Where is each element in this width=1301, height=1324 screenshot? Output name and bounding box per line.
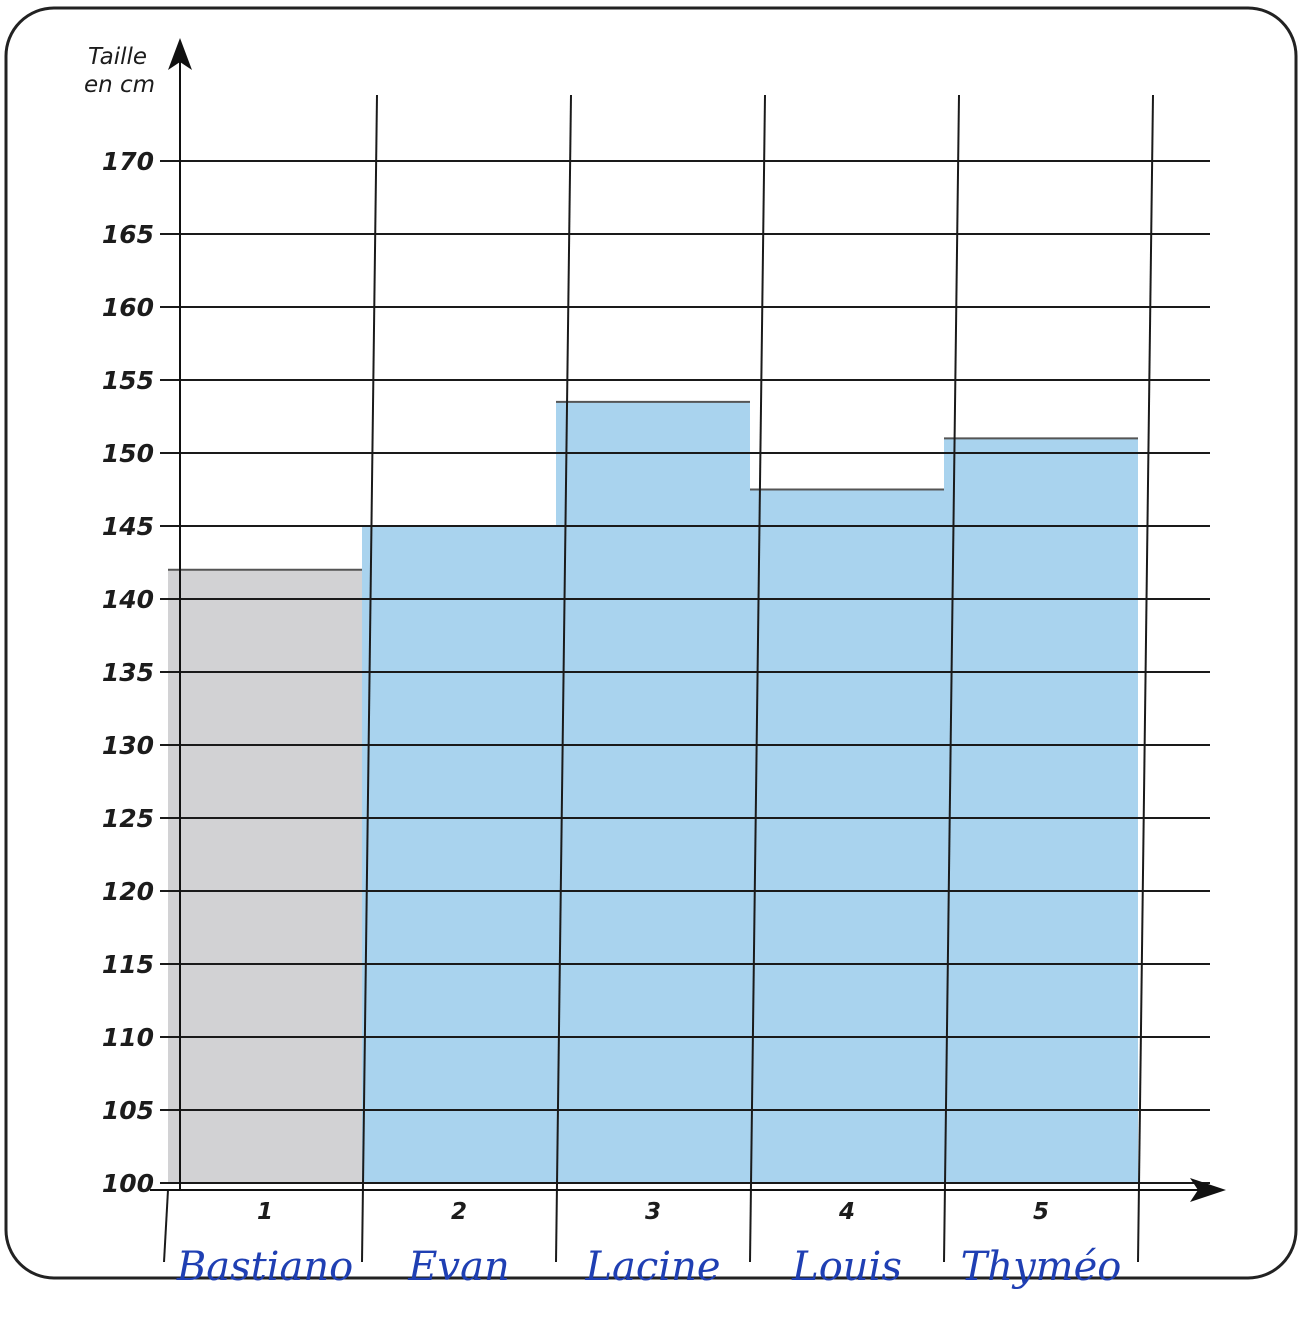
- name-label: Lacine: [584, 1244, 720, 1290]
- chart-border: [4, 6, 1298, 1280]
- x-tick-label: 3: [645, 1199, 661, 1225]
- x-tick-label: 1: [257, 1199, 273, 1225]
- x-tick-label: 4: [838, 1199, 855, 1225]
- name-label: Evan: [407, 1244, 509, 1290]
- x-tick-label: 5: [1033, 1199, 1049, 1225]
- column-line: [555, 94, 572, 1263]
- y-tick-label: 100: [102, 1169, 154, 1198]
- x-tick-label: 2: [451, 1199, 467, 1225]
- y-tick-label: 155: [102, 366, 154, 395]
- column-line: [749, 94, 766, 1263]
- y-tick-label: 165: [102, 220, 154, 249]
- column-line: [1137, 94, 1154, 1263]
- bar-3: [556, 401, 750, 1183]
- y-tick-label: 145: [102, 512, 154, 541]
- y-tick-label: 160: [102, 293, 154, 322]
- bar-4: [750, 489, 944, 1183]
- y-tick-label: 110: [102, 1023, 154, 1052]
- y-tick-label: 170: [102, 147, 154, 176]
- bar-5: [944, 438, 1138, 1183]
- name-label: Thyméo: [961, 1244, 1122, 1290]
- name-label: Bastiano: [176, 1244, 353, 1290]
- y-tick-label: 125: [102, 804, 154, 833]
- x-axis-arrow-icon: [1190, 1178, 1226, 1202]
- category-names: Bastiano Evan Lacine Louis Thyméo: [176, 1244, 1122, 1290]
- column-lines: [160, 94, 1210, 1263]
- name-label: Louis: [791, 1244, 902, 1290]
- bar-1: [168, 569, 362, 1183]
- y-axis-title-line1: Taille: [88, 44, 147, 70]
- y-axis-arrow-icon: [168, 38, 192, 70]
- y-tick-label: 105: [102, 1096, 154, 1125]
- y-tick-label: 130: [102, 731, 154, 760]
- column-line: [361, 94, 378, 1263]
- column-line: [943, 94, 960, 1263]
- y-tick-label: 140: [102, 585, 154, 614]
- y-tick-labels: 100 105 110 115 120 125 130 135 140 145 150 155 160 1…: [102, 147, 154, 1198]
- column-line: [163, 1189, 169, 1263]
- y-axis-title-line2: en cm: [84, 72, 155, 98]
- y-tick-label: 115: [102, 950, 154, 979]
- bar-2: [362, 526, 556, 1183]
- y-tick-label: 120: [102, 877, 154, 906]
- x-tick-labels: 1 2 3 4 5: [257, 1199, 1049, 1225]
- y-tick-label: 150: [102, 439, 154, 468]
- y-tick-label: 135: [102, 658, 154, 687]
- bars: [168, 400, 1138, 1183]
